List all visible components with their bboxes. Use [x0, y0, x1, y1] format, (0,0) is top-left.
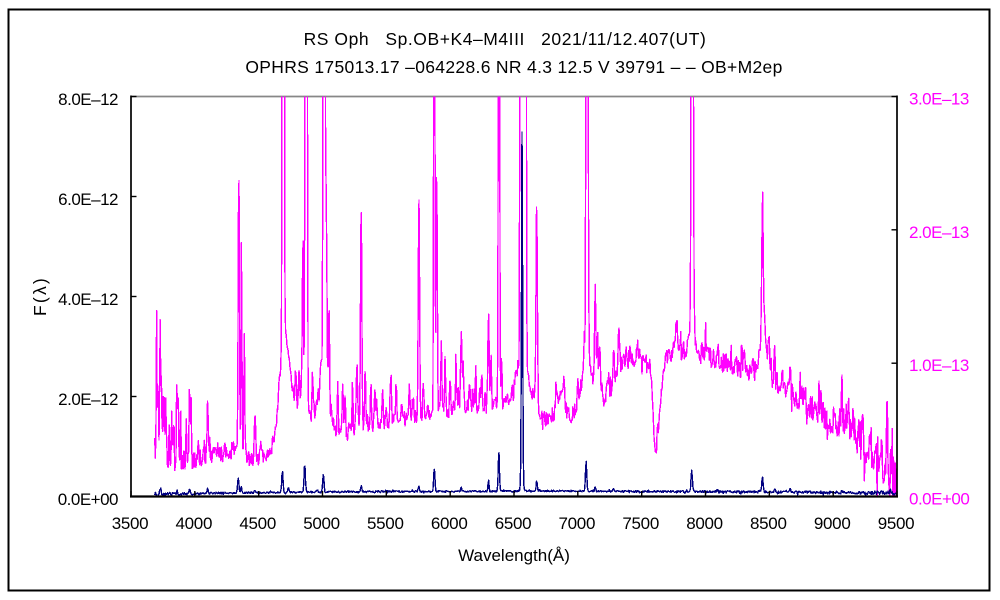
- svg-text:9000: 9000: [814, 514, 851, 533]
- svg-text:0.0E+00: 0.0E+00: [58, 490, 118, 509]
- svg-text:4.0E–12: 4.0E–12: [58, 290, 118, 309]
- svg-text:Wavelength(Å): Wavelength(Å): [458, 546, 570, 565]
- svg-text:2.0E–13: 2.0E–13: [909, 223, 969, 242]
- svg-text:RS Oph Sp.OB+K4–M4III 2021: RS Oph Sp.OB+K4–M4III 2021/11/12.407(UT): [304, 29, 707, 49]
- svg-text:6.0E–12: 6.0E–12: [58, 190, 118, 209]
- svg-text:3500: 3500: [112, 514, 149, 533]
- svg-text:3.0E–13: 3.0E–13: [909, 90, 969, 109]
- svg-text:8500: 8500: [750, 514, 787, 533]
- svg-text:7000: 7000: [558, 514, 595, 533]
- svg-text:8000: 8000: [686, 514, 723, 533]
- svg-text:6500: 6500: [495, 514, 532, 533]
- svg-text:1.0E–13: 1.0E–13: [909, 356, 969, 375]
- svg-text:4500: 4500: [239, 514, 276, 533]
- svg-text:5500: 5500: [367, 514, 404, 533]
- svg-text:4000: 4000: [175, 514, 212, 533]
- svg-text:0.0E+00: 0.0E+00: [909, 490, 969, 509]
- svg-text:7500: 7500: [622, 514, 659, 533]
- svg-text:6000: 6000: [431, 514, 468, 533]
- svg-text:F(λ): F(λ): [30, 276, 50, 316]
- svg-text:8.0E–12: 8.0E–12: [58, 90, 118, 109]
- svg-text:OPHRS 175013.17 –064228.6 NR 4: OPHRS 175013.17 –064228.6 NR 4.3 12.5 V …: [245, 57, 782, 77]
- svg-text:9500: 9500: [878, 514, 915, 533]
- svg-text:5000: 5000: [303, 514, 340, 533]
- svg-text:2.0E–12: 2.0E–12: [58, 390, 118, 409]
